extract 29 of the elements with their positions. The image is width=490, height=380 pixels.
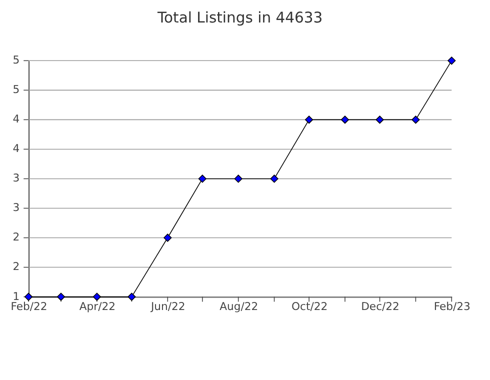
y-tick-label: 2 <box>12 230 20 244</box>
point <box>270 174 278 183</box>
x-tick-label: Feb/22 <box>10 300 48 314</box>
x-tick-label: Feb/23 <box>434 300 471 314</box>
y-tick-label: 4 <box>12 112 20 126</box>
chart-title: Total Listings in 44633 <box>156 9 323 26</box>
point <box>340 116 350 124</box>
point <box>164 234 172 242</box>
x-tick-label: Oct/22 <box>291 300 328 314</box>
y-tick-label: 1 <box>12 290 20 303</box>
point <box>234 174 242 183</box>
y-tick-label: 4 <box>12 142 20 156</box>
point <box>198 174 206 183</box>
x-tick-label: Apr/22 <box>79 300 116 314</box>
point <box>128 292 136 301</box>
point <box>56 292 66 301</box>
point <box>448 56 456 65</box>
y-tick-label: 5 <box>12 83 20 96</box>
point <box>92 292 101 301</box>
y-tick-label: 3 <box>12 201 20 214</box>
x-tick-label: Dec/22 <box>361 300 400 314</box>
point <box>412 116 420 124</box>
x-tick-label: Jun/22 <box>150 300 186 314</box>
point <box>305 116 314 124</box>
y-tick-label: 2 <box>12 260 20 274</box>
y-tick-label: 5 <box>12 54 20 67</box>
point <box>376 116 384 124</box>
y-tick-label: 3 <box>12 172 20 185</box>
x-tick-label: Aug/22 <box>220 300 258 314</box>
